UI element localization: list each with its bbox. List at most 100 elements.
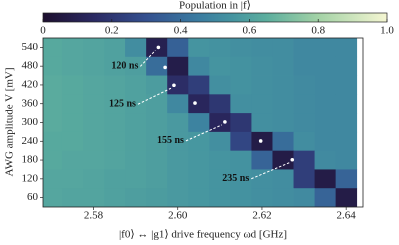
y-tick-label: 180 xyxy=(22,154,39,166)
y-axis-label: AWG amplitude V [mV] xyxy=(4,67,16,176)
heatmap-cell xyxy=(336,132,357,151)
x-axis-label: |f0⟩ ↔ |g1⟩ drive frequency ωd [GHz] xyxy=(119,229,287,241)
heatmap-cell xyxy=(336,151,357,170)
heatmap-cell xyxy=(336,169,357,188)
heatmap-cell xyxy=(209,76,230,95)
heatmap-cell xyxy=(272,76,293,95)
heatmap-cell xyxy=(62,188,83,207)
annotation: 235 ns xyxy=(222,173,249,184)
heatmap xyxy=(41,38,357,207)
heatmap-cell xyxy=(315,38,336,57)
heatmap-cell xyxy=(336,57,357,76)
heatmap-cell xyxy=(146,94,167,113)
marker-dot xyxy=(157,46,161,50)
heatmap-cell xyxy=(272,113,293,132)
heatmap-cell xyxy=(315,169,336,188)
heatmap-cell xyxy=(41,94,62,113)
heatmap-cell xyxy=(251,94,272,113)
heatmap-cell xyxy=(336,38,357,57)
heatmap-cell xyxy=(125,76,146,95)
heatmap-cell xyxy=(188,113,209,132)
marker-dot xyxy=(290,158,294,162)
heatmap-cell xyxy=(315,151,336,170)
annotation: 155 ns xyxy=(157,135,184,146)
heatmap-cell xyxy=(167,188,188,207)
heatmap-cell xyxy=(83,57,104,76)
heatmap-cell xyxy=(146,151,167,170)
heatmap-cell xyxy=(125,38,146,57)
heatmap-cell xyxy=(83,113,104,132)
heatmap-cell xyxy=(294,94,315,113)
heatmap-cell xyxy=(83,169,104,188)
heatmap-cell xyxy=(230,151,251,170)
colorbar-tick-label: 0.6 xyxy=(243,25,257,37)
heatmap-cell xyxy=(294,188,315,207)
colorbar-tick-label: 0 xyxy=(40,25,46,37)
heatmap-cell xyxy=(230,113,251,132)
heatmap-cell xyxy=(294,113,315,132)
heatmap-cell xyxy=(272,57,293,76)
heatmap-cell xyxy=(209,94,230,113)
heatmap-cell xyxy=(83,38,104,57)
heatmap-cell xyxy=(209,151,230,170)
x-tick-label: 2.64 xyxy=(337,210,357,222)
y-tick-label: 420 xyxy=(22,78,39,90)
heatmap-cell xyxy=(146,113,167,132)
heatmap-cell xyxy=(209,57,230,76)
heatmap-cell xyxy=(125,169,146,188)
heatmap-cell xyxy=(251,76,272,95)
y-tick-label: 300 xyxy=(22,116,39,128)
heatmap-cell xyxy=(294,132,315,151)
heatmap-cell xyxy=(167,169,188,188)
heatmap-cell xyxy=(167,113,188,132)
marker-dot xyxy=(172,83,176,87)
heatmap-cell xyxy=(104,113,125,132)
heatmap-cell xyxy=(209,38,230,57)
heatmap-cell xyxy=(315,188,336,207)
heatmap-cell xyxy=(167,94,188,113)
heatmap-cell xyxy=(83,188,104,207)
heatmap-cell xyxy=(104,151,125,170)
heatmap-cell xyxy=(209,113,230,132)
heatmap-cell xyxy=(62,132,83,151)
heatmap-cell xyxy=(294,169,315,188)
heatmap-cell xyxy=(294,151,315,170)
heatmap-cell xyxy=(272,169,293,188)
heatmap-cell xyxy=(251,113,272,132)
heatmap-cell xyxy=(272,94,293,113)
heatmap-cell xyxy=(188,151,209,170)
heatmap-cell xyxy=(251,38,272,57)
heatmap-cell xyxy=(146,169,167,188)
heatmap-cell xyxy=(230,38,251,57)
y-tick-label: 360 xyxy=(22,97,39,109)
heatmap-cell xyxy=(41,113,62,132)
heatmap-cell xyxy=(294,57,315,76)
colorbar xyxy=(43,13,387,22)
heatmap-cell xyxy=(272,132,293,151)
heatmap-cell xyxy=(41,132,62,151)
heatmap-cell xyxy=(83,132,104,151)
marker-dot xyxy=(259,139,263,143)
heatmap-cell xyxy=(83,76,104,95)
heatmap-cell xyxy=(209,132,230,151)
colorbar-label: Population in |f⟩ xyxy=(179,0,251,12)
heatmap-cell xyxy=(167,38,188,57)
marker-dot xyxy=(193,101,197,105)
heatmap-cell xyxy=(104,38,125,57)
heatmap-cell xyxy=(62,151,83,170)
heatmap-cell xyxy=(83,94,104,113)
heatmap-cell xyxy=(251,57,272,76)
y-tick-label: 120 xyxy=(22,172,39,184)
y-tick-label: 540 xyxy=(22,41,39,53)
heatmap-cell xyxy=(62,113,83,132)
heatmap-cell xyxy=(188,76,209,95)
colorbar-tick-label: 0.2 xyxy=(105,25,119,37)
heatmap-cell xyxy=(315,57,336,76)
heatmap-cell xyxy=(104,132,125,151)
heatmap-cell xyxy=(41,188,62,207)
heatmap-cell xyxy=(315,113,336,132)
heatmap-cell xyxy=(167,151,188,170)
heatmap-cell xyxy=(104,169,125,188)
heatmap-cell xyxy=(62,38,83,57)
